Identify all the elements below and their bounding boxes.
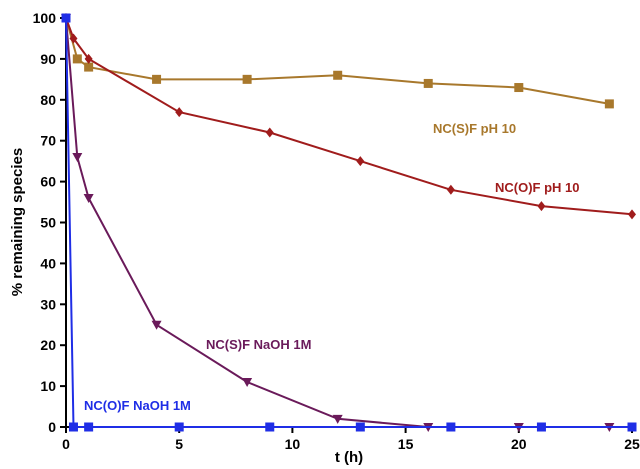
x-tick-label: 10 [285,436,301,452]
plot-area: 0 5 10 15 20 25 0 10 20 30 40 50 60 70 80 90 100 [33,10,640,452]
series-3 [61,13,637,432]
y-tick-label: 30 [40,296,56,312]
y-tick-label: 10 [40,378,56,394]
y-tick-label: 90 [40,51,56,67]
y-tick-label: 80 [40,92,56,108]
data-point [84,422,94,432]
data-point [536,422,546,432]
data-point [627,422,637,432]
data-point [69,33,78,44]
data-point [514,83,524,93]
data-point [332,414,343,424]
data-point [242,378,253,388]
data-point [151,320,162,330]
series-label-ncof-naoh: NC(O)F NaOH 1M [84,398,191,413]
data-point [84,53,93,64]
x-tick-label: 15 [398,436,414,452]
data-point [356,156,365,167]
series-0 [61,13,614,109]
x-tick-label: 25 [624,436,640,452]
data-point [333,70,343,80]
series-label-ncsf-ph10: NC(S)F pH 10 [433,121,516,136]
data-point [61,13,71,23]
x-axis-title: t (h) [335,449,363,466]
data-point [537,201,546,212]
series-line [65,17,610,105]
data-point [446,184,455,195]
data-point [355,422,365,432]
y-tick-label: 20 [40,337,56,353]
y-tick-label: 70 [40,133,56,149]
data-point [72,54,82,64]
data-point [152,74,162,84]
y-tick-label: 40 [40,255,56,271]
data-point [174,422,184,432]
y-tick-label: 50 [40,215,56,231]
series-label-ncof-ph10: NC(O)F pH 10 [495,180,580,195]
series-label-ncsf-naoh: NC(S)F NaOH 1M [206,337,311,352]
data-point [242,74,252,84]
data-point [175,107,184,118]
data-point [604,99,614,109]
data-point [68,422,78,432]
x-tick-label: 0 [62,436,70,452]
data-point [628,209,636,220]
series-layer [61,13,637,432]
data-point [83,193,94,203]
data-point [72,153,83,163]
data-point [446,422,456,432]
y-tick-label: 0 [48,419,56,435]
y-tick-label: 100 [33,10,57,26]
x-tick-label: 20 [511,436,527,452]
data-point [423,78,433,88]
y-axis-title: % remaining species [9,148,26,296]
data-point [265,422,275,432]
x-tick-label: 5 [175,436,183,452]
data-point [265,127,274,138]
data-point [84,62,94,72]
y-tick-label: 60 [40,174,56,190]
axis-ticks: 0 5 10 15 20 25 0 10 20 30 40 50 60 70 80 90 100 [33,10,640,452]
